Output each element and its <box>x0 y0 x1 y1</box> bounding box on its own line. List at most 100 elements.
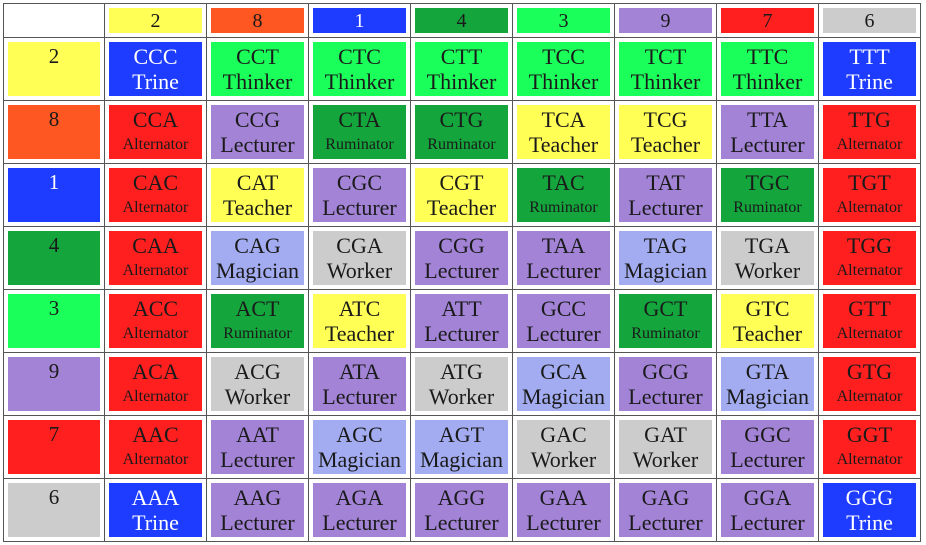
codon-label: CAC <box>132 170 179 195</box>
codon-label: GTG <box>846 359 893 384</box>
role-label: Magician <box>725 384 810 409</box>
row-header-swatch: 1 <box>8 168 100 222</box>
codon-cell: GGG Trine <box>819 479 921 542</box>
role-label: Ruminator <box>325 136 394 153</box>
role-label: Worker <box>224 384 291 409</box>
codon-box: TGA Worker <box>721 231 814 285</box>
role-label: Magician <box>521 384 606 409</box>
codon-label: GCA <box>540 359 587 384</box>
codon-label: AGT <box>438 422 485 447</box>
role-label: Lecturer <box>730 447 805 472</box>
codon-label: TAG <box>643 233 688 258</box>
role-label: Thinker <box>426 69 497 94</box>
codon-label: TTT <box>849 44 890 69</box>
codon-box: CAC Alternator <box>109 168 202 222</box>
codon-cell: TCA Teacher <box>513 101 615 164</box>
codon-cell: CTT Thinker <box>411 38 513 101</box>
codon-box: CGG Lecturer <box>415 231 508 285</box>
codon-box: CAA Alternator <box>109 231 202 285</box>
codon-box: GAG Lecturer <box>619 483 712 537</box>
codon-label: GTA <box>745 359 790 384</box>
role-label: Teacher <box>324 321 395 346</box>
codon-label: CAT <box>236 170 279 195</box>
codon-box: GTC Teacher <box>721 294 814 348</box>
column-header-swatch: 4 <box>415 8 508 33</box>
codon-box: GCG Lecturer <box>619 357 712 411</box>
codon-box: AAT Lecturer <box>211 420 304 474</box>
codon-cell: TAA Lecturer <box>513 227 615 290</box>
role-label: Magician <box>215 258 300 283</box>
codon-box: CTC Thinker <box>313 42 406 96</box>
row-header: 1 <box>4 164 105 227</box>
codon-label: GCG <box>642 359 689 384</box>
role-label: Worker <box>734 258 801 283</box>
codon-box: GCT Ruminator <box>619 294 712 348</box>
codon-box: CAT Teacher <box>211 168 304 222</box>
codon-box: TTT Trine <box>823 42 916 96</box>
role-label: Trine <box>846 69 893 94</box>
codon-cell: TGC Ruminator <box>717 164 819 227</box>
codon-box: CTT Thinker <box>415 42 508 96</box>
role-label: Trine <box>132 69 179 94</box>
codon-cell: GGA Lecturer <box>717 479 819 542</box>
role-label: Lecturer <box>322 195 397 220</box>
codon-box: GCA Magician <box>517 357 610 411</box>
column-header-swatch: 1 <box>313 8 406 33</box>
codon-cell: TGA Worker <box>717 227 819 290</box>
role-label: Alternator <box>122 388 189 405</box>
codon-cell: GAG Lecturer <box>615 479 717 542</box>
codon-box: ATA Lecturer <box>313 357 406 411</box>
codon-label: TGT <box>848 170 891 195</box>
codon-cell: CCT Thinker <box>207 38 309 101</box>
codon-label: TGG <box>846 233 893 258</box>
role-label: Alternator <box>836 136 903 153</box>
role-label: Alternator <box>122 325 189 342</box>
column-header: 6 <box>819 4 921 38</box>
role-label: Alternator <box>836 388 903 405</box>
role-label: Ruminator <box>529 199 598 216</box>
codon-label: CCC <box>133 44 178 69</box>
role-label: Magician <box>623 258 708 283</box>
role-label: Ruminator <box>631 325 700 342</box>
role-label: Thinker <box>222 69 293 94</box>
codon-box: TAT Lecturer <box>619 168 712 222</box>
codon-box: TGG Alternator <box>823 231 916 285</box>
codon-label: GAG <box>641 485 690 510</box>
codon-table: 2 8 1 4 3 9 7 6 2 CCC Trine CCT Thinker CTC Thinker CTT… <box>3 3 921 542</box>
codon-cell: ATT Lecturer <box>411 290 513 353</box>
role-label: Alternator <box>836 451 903 468</box>
row-header-swatch: 2 <box>8 42 100 96</box>
role-label: Lecturer <box>526 258 601 283</box>
codon-box: GGT Alternator <box>823 420 916 474</box>
codon-cell: AAT Lecturer <box>207 416 309 479</box>
codon-label: GTC <box>745 296 790 321</box>
codon-label: CTA <box>338 107 381 132</box>
codon-cell: AAA Trine <box>105 479 207 542</box>
role-label: Teacher <box>426 195 497 220</box>
codon-box: GCC Lecturer <box>517 294 610 348</box>
codon-cell: ACG Worker <box>207 353 309 416</box>
codon-box: TAC Ruminator <box>517 168 610 222</box>
codon-cell: GAA Lecturer <box>513 479 615 542</box>
row-header-swatch: 7 <box>8 420 100 474</box>
codon-label: ACC <box>132 296 179 321</box>
codon-box: GTA Magician <box>721 357 814 411</box>
codon-cell: GCA Magician <box>513 353 615 416</box>
codon-label: TTC <box>746 44 789 69</box>
role-label: Lecturer <box>526 321 601 346</box>
codon-box: ACA Alternator <box>109 357 202 411</box>
codon-cell: GCG Lecturer <box>615 353 717 416</box>
codon-cell: ATA Lecturer <box>309 353 411 416</box>
column-header-swatch: 8 <box>211 8 304 33</box>
role-label: Worker <box>530 447 597 472</box>
row-header: 6 <box>4 479 105 542</box>
codon-cell: TTC Thinker <box>717 38 819 101</box>
role-label: Lecturer <box>730 510 805 535</box>
codon-cell: CAG Magician <box>207 227 309 290</box>
codon-label: ATA <box>338 359 380 384</box>
role-label: Lecturer <box>730 132 805 157</box>
codon-cell: AGT Magician <box>411 416 513 479</box>
codon-cell: TAG Magician <box>615 227 717 290</box>
codon-box: GGA Lecturer <box>721 483 814 537</box>
codon-box: GTG Alternator <box>823 357 916 411</box>
